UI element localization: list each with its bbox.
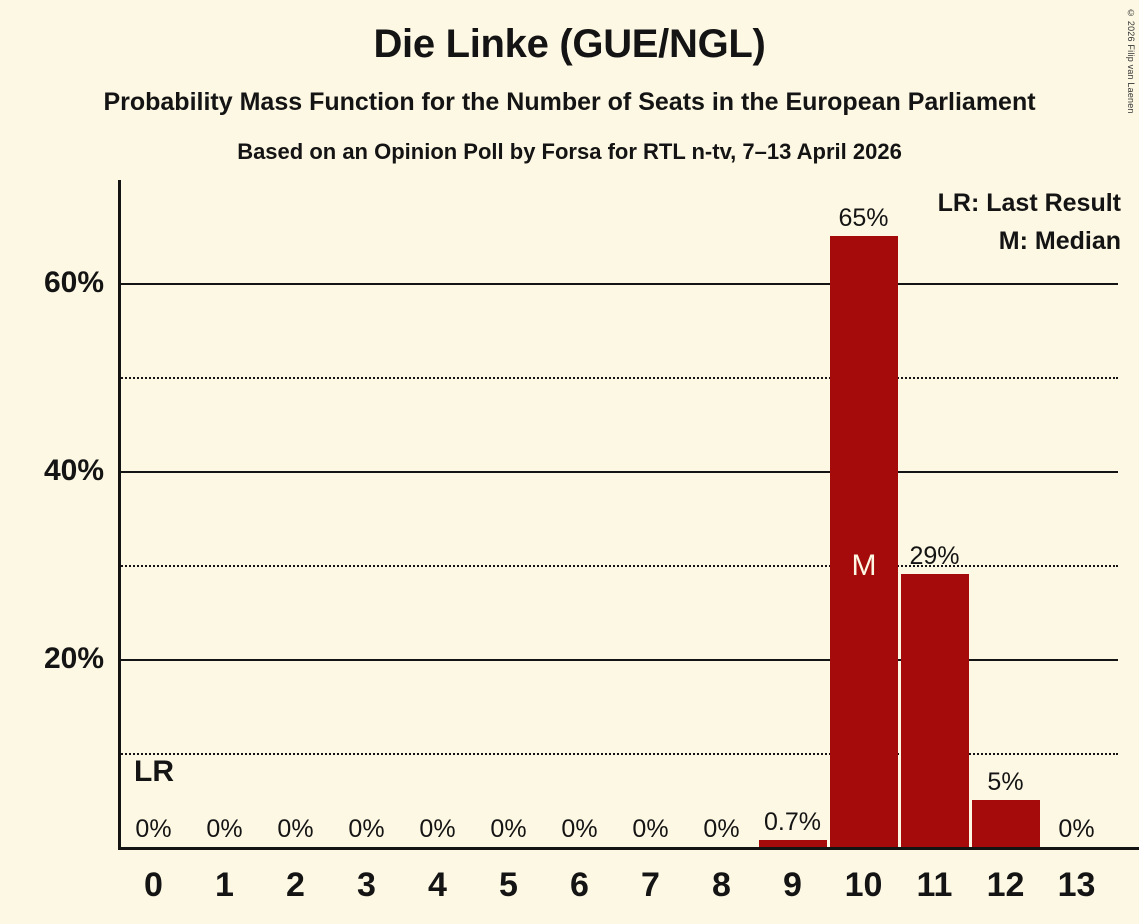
gridline-minor — [118, 565, 1118, 567]
bar-value-label: 0% — [419, 815, 456, 843]
y-axis-tick-label: 40% — [43, 454, 104, 487]
x-axis-tick-label: 10 — [844, 866, 883, 904]
bar-slot[interactable]: 0% — [615, 180, 686, 847]
last-result-marker: LR — [134, 755, 174, 788]
bar-value-label: 65% — [838, 204, 889, 232]
gridline-major — [118, 659, 1118, 661]
y-axis-tick-label: 60% — [43, 266, 104, 299]
x-axis-tick-label: 2 — [286, 866, 305, 904]
x-axis-tick-label: 13 — [1057, 866, 1096, 904]
bar-slot[interactable]: 0% — [260, 180, 331, 847]
bar[interactable] — [830, 236, 898, 847]
gridline-major — [118, 283, 1118, 285]
bar[interactable] — [901, 574, 969, 847]
chart-subtitle: Probability Mass Function for the Number… — [103, 88, 1036, 116]
bar[interactable] — [759, 840, 827, 847]
bar-value-label: 0% — [490, 815, 527, 843]
chart-legend: LR: Last Result M: Median — [938, 184, 1121, 260]
bar-value-label: 0% — [277, 815, 314, 843]
bar-value-label: 0% — [1058, 815, 1095, 843]
x-axis-tick-label: 6 — [570, 866, 589, 904]
bar-slot[interactable]: 0% — [544, 180, 615, 847]
bar-series: 0% LR 0% 0% 0% 0% 0% 0% 0% 0% 0.7% 65% M 29% 5% 0% — [118, 180, 1139, 850]
x-axis-tick-label: 5 — [499, 866, 518, 904]
bar-slot[interactable]: 65% M — [828, 180, 899, 847]
bar-slot[interactable]: 0% — [686, 180, 757, 847]
bar[interactable] — [972, 800, 1040, 847]
x-axis-tick-label: 11 — [916, 866, 953, 904]
bar-value-label: 0% — [135, 815, 172, 843]
median-marker: M — [851, 549, 877, 582]
bar-slot[interactable]: 0% LR — [118, 180, 189, 847]
bar-slot[interactable]: 5% — [970, 180, 1041, 847]
legend-last-result: LR: Last Result — [937, 189, 1121, 217]
legend-median: M: Median — [998, 227, 1121, 255]
bar-slot[interactable]: 0% — [473, 180, 544, 847]
bar-value-label: 0.7% — [764, 808, 821, 837]
x-axis-tick-labels: 0 1 2 3 4 5 6 7 8 9 10 11 12 13 — [118, 866, 1139, 924]
chart-source-note: Based on an Opinion Poll by Forsa for RT… — [237, 139, 902, 164]
bar-value-label: 0% — [561, 815, 598, 843]
x-axis-tick-label: 8 — [712, 866, 731, 904]
bar-value-label: 0% — [206, 815, 243, 843]
bar-slot[interactable]: 0% — [331, 180, 402, 847]
page-title: Die Linke (GUE/NGL) — [373, 22, 766, 66]
x-axis-tick-label: 4 — [428, 866, 447, 904]
y-axis-tick-label: 20% — [43, 642, 104, 675]
x-axis-tick-label: 9 — [783, 866, 802, 904]
chart-header: Die Linke (GUE/NGL) Probability Mass Fun… — [0, 0, 1139, 178]
x-axis-tick-label: 12 — [986, 866, 1025, 904]
x-axis-line — [118, 847, 1139, 850]
bar-value-label: 29% — [909, 542, 960, 571]
bar-slot[interactable]: 0% — [1041, 180, 1112, 847]
bar-value-label: 0% — [703, 815, 740, 843]
bar-slot[interactable]: 0% — [189, 180, 260, 847]
gridline-minor — [118, 753, 1118, 755]
bar-slot[interactable]: 29% — [899, 180, 970, 847]
bar-slot[interactable]: 0% — [402, 180, 473, 847]
bar-value-label: 0% — [632, 815, 669, 843]
plot-area: 20% 40% 60% 0% LR 0% 0% 0% 0% 0% 0% 0% 0% 0.7% 65% M 29… — [44, 180, 1139, 850]
x-axis-tick-label: 1 — [215, 866, 234, 904]
bar-value-label: 5% — [987, 768, 1024, 796]
bar-value-label: 0% — [348, 815, 385, 843]
x-axis-tick-label: 7 — [641, 866, 660, 904]
gridline-major — [118, 471, 1118, 473]
gridline-minor — [118, 377, 1118, 379]
bar-slot[interactable]: 0.7% — [757, 180, 828, 847]
y-axis-line — [118, 180, 121, 850]
x-axis-tick-label: 3 — [357, 866, 376, 904]
x-axis-tick-label: 0 — [144, 866, 163, 904]
copyright-notice: © 2026 Filip van Laenen — [1126, 8, 1136, 114]
